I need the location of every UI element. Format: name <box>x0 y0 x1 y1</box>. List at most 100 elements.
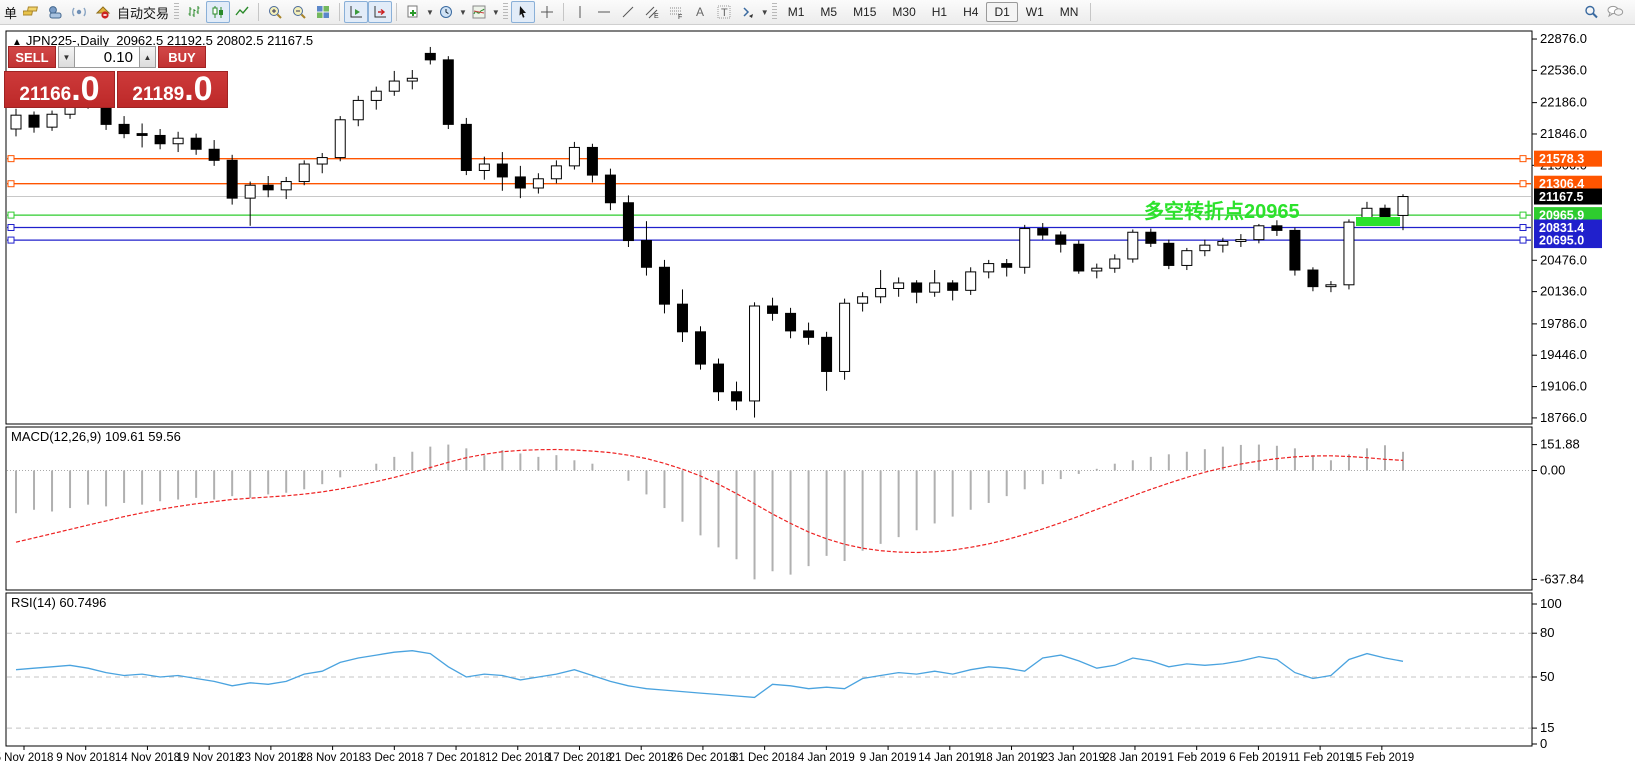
oneclick-collapse-icon[interactable]: ▲ <box>12 37 22 48</box>
indicators-icon[interactable] <box>467 1 491 23</box>
date-label[interactable]: 18 Jan 2019 <box>980 752 1043 764</box>
price-label-21306.4[interactable] <box>1534 175 1602 192</box>
sell-button[interactable]: SELL <box>8 46 56 68</box>
period-clock-icon[interactable] <box>434 1 458 23</box>
candle-body <box>803 330 815 338</box>
price-label-20965.9[interactable] <box>1534 207 1602 224</box>
date-label[interactable]: 23 Jan 2019 <box>1042 752 1105 764</box>
date-label[interactable]: 7 Dec 2018 <box>427 752 486 764</box>
auto-scroll-icon[interactable] <box>344 1 369 23</box>
sell-price-panel[interactable]: 21166.0 <box>4 71 115 108</box>
chart-annotation-text[interactable]: 多空转折点20965 <box>1144 201 1300 223</box>
autotrading-icon[interactable] <box>91 1 115 23</box>
date-label[interactable]: 11 Feb 2019 <box>1288 752 1352 764</box>
buy-button[interactable]: BUY <box>158 46 206 68</box>
date-label[interactable]: 4 Jan 2019 <box>798 752 855 764</box>
hline-handle[interactable] <box>7 155 15 163</box>
zoom-out-icon[interactable] <box>287 1 311 23</box>
date-label[interactable]: 21 Dec 2018 <box>609 752 674 764</box>
date-label[interactable]: 26 Dec 2018 <box>670 752 735 764</box>
period-dropdown[interactable]: ▼ <box>458 7 467 17</box>
tile-windows-icon[interactable] <box>311 1 335 23</box>
chart-shift-icon[interactable] <box>368 1 393 23</box>
timeframe-w1[interactable]: W1 <box>1025 5 1044 19</box>
arrows-dropdown[interactable]: ▼ <box>760 7 769 17</box>
timeframe-m15[interactable]: M15 <box>853 5 877 19</box>
date-label[interactable]: 28 Jan 2019 <box>1103 752 1166 764</box>
date-label[interactable]: 19 Nov 2018 <box>177 752 242 764</box>
timeframe-m30[interactable]: M30 <box>892 5 916 19</box>
price-label-20831.4[interactable] <box>1534 219 1602 236</box>
date-label[interactable]: 31 Dec 2018 <box>732 752 797 764</box>
candle-body <box>821 336 833 372</box>
cursor-icon[interactable] <box>510 1 535 23</box>
hline-handle[interactable] <box>1519 224 1527 232</box>
bar-chart-icon[interactable] <box>182 1 206 23</box>
volume-input[interactable]: 0.10 <box>75 46 139 68</box>
current-price-label[interactable] <box>1534 188 1602 205</box>
crosshair-icon[interactable] <box>535 1 559 23</box>
candle-body <box>1307 269 1319 288</box>
date-label[interactable]: 23 Nov 2018 <box>238 752 303 764</box>
horizontal-line-icon[interactable] <box>592 1 616 23</box>
timeframe-h1[interactable]: H1 <box>931 5 948 19</box>
date-label[interactable]: 14 Jan 2019 <box>918 752 981 764</box>
hline-handle[interactable] <box>7 211 15 219</box>
date-label[interactable]: 9 Jan 2019 <box>860 752 917 764</box>
highlight-rectangle[interactable] <box>1356 217 1400 226</box>
price-label-21578.3[interactable] <box>1534 150 1602 167</box>
date-label[interactable]: 1 Feb 2019 <box>1168 752 1226 764</box>
hline-handle[interactable] <box>7 224 15 232</box>
timeframe-mn[interactable]: MN <box>1059 5 1079 19</box>
text-label-icon[interactable]: T <box>712 1 736 23</box>
hline-handle[interactable] <box>1519 211 1527 219</box>
signals-icon[interactable] <box>67 1 91 23</box>
timeframe-h4[interactable]: H4 <box>963 5 979 19</box>
trendline-icon[interactable] <box>616 1 640 23</box>
chat-icon[interactable] <box>1603 1 1627 23</box>
hline-handle[interactable] <box>1519 155 1527 163</box>
date-label[interactable]: 3 Dec 2018 <box>365 752 424 764</box>
new-chart-dropdown[interactable]: ▼ <box>426 7 434 17</box>
hline-handle[interactable] <box>1519 180 1527 188</box>
zoom-in-icon[interactable] <box>263 1 287 23</box>
fibonacci-icon[interactable]: F <box>664 1 688 23</box>
date-label[interactable]: 14 Nov 2018 <box>115 752 180 764</box>
timeframe-d1[interactable]: D1 <box>986 2 1018 22</box>
svg-text:A: A <box>696 5 704 19</box>
date-label[interactable]: 15 Feb 2019 <box>1350 752 1415 764</box>
date-label[interactable]: 6 Feb 2019 <box>1229 752 1287 764</box>
new-chart-icon[interactable] <box>401 1 425 23</box>
market-watch-icon[interactable] <box>19 1 43 23</box>
date-label[interactable]: 28 Nov 2018 <box>300 752 365 764</box>
candlestick-chart-icon[interactable] <box>206 1 231 23</box>
candle-body <box>460 123 472 171</box>
hline-handle[interactable] <box>1519 236 1527 244</box>
autotrading-button[interactable]: 自动交易 <box>117 5 170 21</box>
price-label-20695.0[interactable] <box>1534 232 1602 249</box>
arrows-icon[interactable] <box>736 1 760 23</box>
text-icon[interactable]: A <box>688 1 712 23</box>
search-icon[interactable] <box>1579 1 1603 23</box>
date-label[interactable]: 17 Dec 2018 <box>547 752 612 764</box>
equidistant-channel-icon[interactable]: E <box>640 1 664 23</box>
macd-tick-label: 0.00 <box>1540 463 1565 478</box>
line-chart-icon[interactable] <box>230 1 254 23</box>
candle-body <box>334 119 346 159</box>
date-label[interactable]: 5 Nov 2018 <box>0 752 53 764</box>
indicators-dropdown[interactable]: ▼ <box>491 7 500 17</box>
timeframe-m5[interactable]: M5 <box>820 5 838 19</box>
date-label[interactable]: 9 Nov 2018 <box>56 752 115 764</box>
hline-handle[interactable] <box>7 236 15 244</box>
buy-price-panel[interactable]: 21189.0 <box>117 71 228 108</box>
timeframe-m1[interactable]: M1 <box>787 5 805 19</box>
date-label[interactable]: 12 Dec 2018 <box>485 752 550 764</box>
navigator-icon[interactable] <box>43 1 67 23</box>
rsi-tick-label: 50 <box>1540 669 1554 684</box>
volume-down-button[interactable]: ▼ <box>58 46 75 68</box>
volume-up-button[interactable]: ▲ <box>139 46 156 68</box>
new-order-button[interactable]: 单 <box>4 5 18 21</box>
hline-handle[interactable] <box>7 180 15 188</box>
vertical-line-icon[interactable] <box>568 1 592 23</box>
